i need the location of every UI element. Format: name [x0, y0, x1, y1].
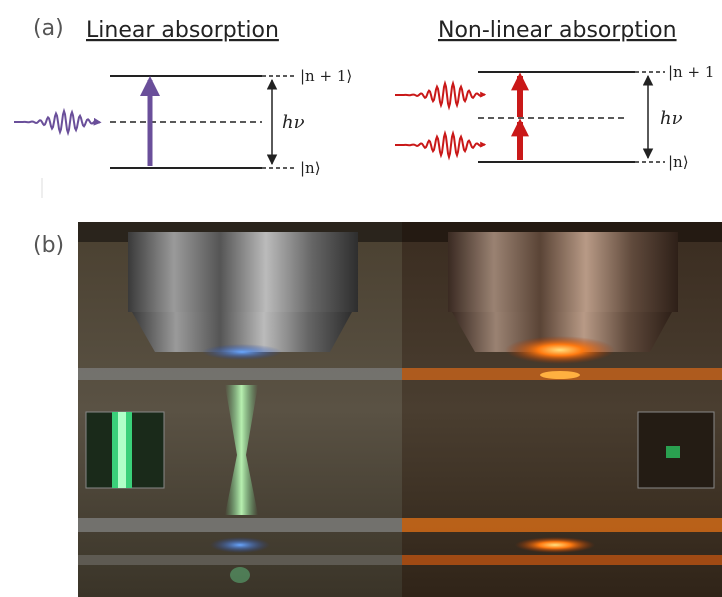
light-pulse: [14, 111, 100, 133]
nonlinear-diagram: [395, 72, 665, 162]
light-pulse: [395, 134, 485, 158]
panel-title: Linear absorption: [86, 18, 279, 43]
figure: (a) Linear absorption Non-linear absorpt…: [0, 0, 722, 597]
level-label: |n⟩: [300, 159, 321, 177]
panel-label: (b): [33, 233, 64, 258]
photo: [78, 222, 722, 597]
energy-label: hν: [660, 108, 683, 129]
level-label: |n + 1: [668, 63, 714, 81]
panel-label: (a): [33, 16, 64, 41]
level-label: |n + 1⟩: [300, 67, 352, 85]
energy-label: hν: [282, 112, 305, 133]
linear-diagram: [14, 76, 295, 168]
panel-title: Non-linear absorption: [438, 18, 677, 43]
light-pulse: [395, 84, 485, 108]
level-label: |n⟩: [668, 153, 689, 171]
